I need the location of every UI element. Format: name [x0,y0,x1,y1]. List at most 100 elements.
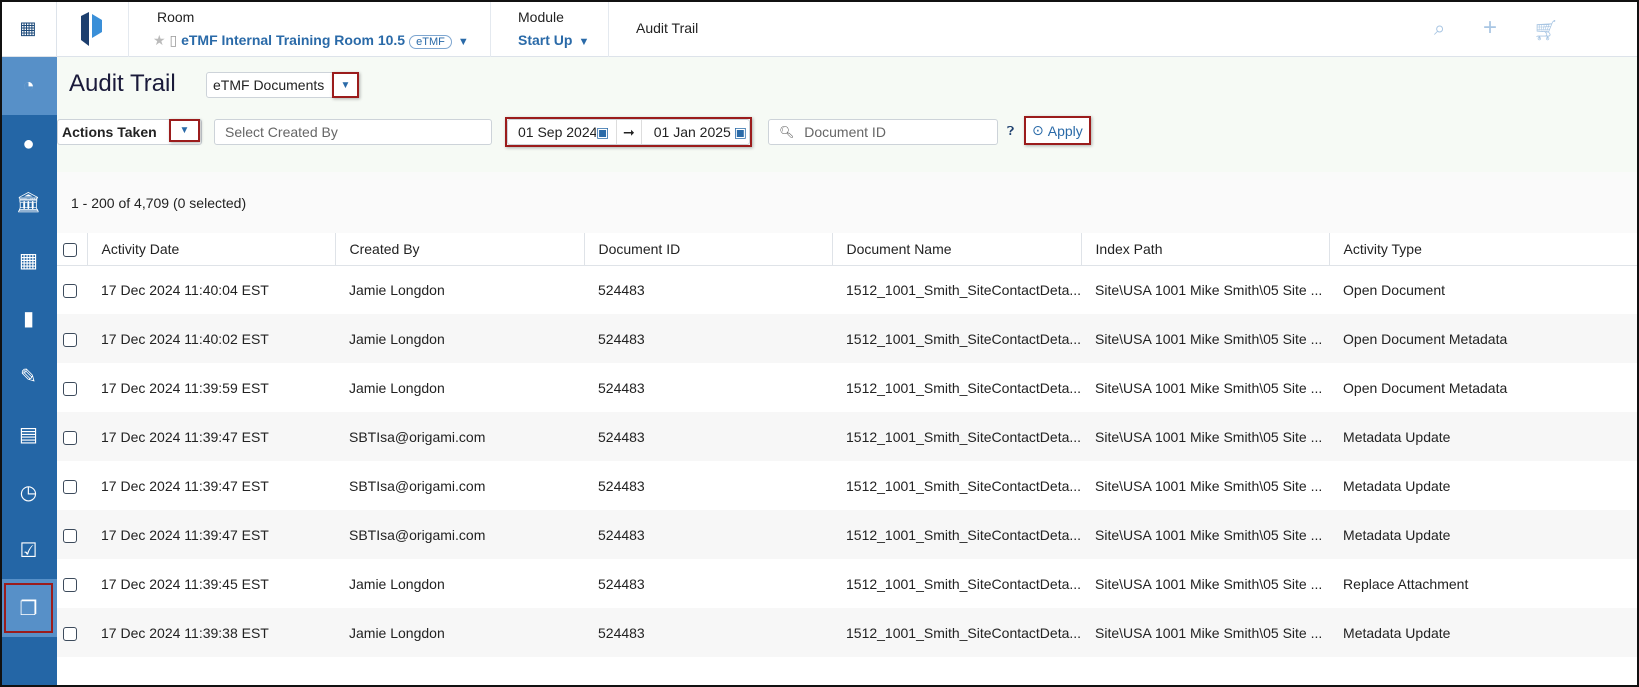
help-icon[interactable]: ❓︎ [1007,124,1015,138]
row-select-cell [57,510,87,559]
date-from-calendar-icon[interactable]: ▣ [596,123,610,140]
table-row[interactable]: 17 Dec 2024 11:40:02 EST Jamie Longdon 524… [57,314,1639,363]
actions-value: Actions Taken [62,124,157,140]
institution-icon: 🏛︎ [15,191,42,214]
row-checkbox[interactable] [63,332,77,347]
table-cell: 17 Dec 2024 11:39:47 EST [87,510,335,559]
sidebar-item-documents[interactable]: ▮ [0,289,57,347]
sidebar-item-audit-trail[interactable]: ❐ [0,579,57,637]
search-icon[interactable]: ⌕ [1434,18,1446,40]
table-cell: Open Document [1343,281,1445,298]
caret-down-icon: ▼ [457,36,469,48]
table-cell: Jamie Longdon [349,281,445,298]
table-cell: 17 Dec 2024 11:40:02 EST [87,314,335,363]
copy-documents-icon: ❐ [19,597,38,620]
table-row[interactable]: 17 Dec 2024 11:39:45 EST Jamie Longdon 524… [57,559,1639,608]
row-checkbox[interactable] [63,577,77,592]
table-cell: Site\USA 1001 Mike Smith\05 Site ... [1081,412,1330,461]
clock-icon: ◷ [19,481,38,504]
apps-grid-icon[interactable]: ▦ [0,0,57,57]
apply-label: Apply [1047,122,1083,139]
sidebar-item-edit[interactable]: ✎ [0,347,57,405]
table-cell: Site\USA 1001 Mike Smith\05 Site ... [1095,281,1323,298]
table-cell: 524483 [584,608,832,657]
row-select-cell [57,461,87,510]
table-row[interactable]: 17 Dec 2024 11:39:38 EST Jamie Longdon 524… [57,608,1639,657]
table-cell: 1512_1001_Smith_SiteContactDeta... [846,281,1082,298]
table-cell: Metadata Update [1329,608,1639,657]
row-select-cell [57,363,87,412]
date-to-calendar-icon[interactable]: ▣ [733,123,747,140]
column-header[interactable]: Activity Date [86,233,335,266]
table-cell: 1512_1001_Smith_SiteContactDeta... [846,379,1082,396]
audit-table: Activity Date Created By Document ID Docume… [57,233,1639,657]
created-by-input[interactable]: Select Created By [214,119,492,145]
table-cell: Site\USA 1001 Mike Smith\05 Site ... [1095,477,1323,494]
document-id-input[interactable]: 🔍︎ Document ID [768,119,998,145]
table-cell: SBTIsa@origami.com [335,510,584,559]
module-selector[interactable]: Start Up ▼ [518,32,589,48]
breadcrumb-current: Audit Trail [608,0,808,57]
table-row[interactable]: 17 Dec 2024 11:39:47 EST SBTIsa@origami.c… [57,461,1639,510]
date-to-input[interactable]: 01 Jan 2025 [653,124,731,140]
table-cell: 17 Dec 2024 11:40:04 EST [101,281,269,298]
table-cell: Metadata Update [1329,510,1639,559]
column-header[interactable]: Document Name [831,233,1082,266]
search-icon: 🔍︎ [779,125,795,139]
room-name: eTMF Internal Training Room 10.5 [181,32,406,48]
row-checkbox[interactable] [63,528,77,543]
column-header[interactable]: Created By [334,233,584,266]
actions-dropdown-toggle[interactable]: ▼ [169,119,200,142]
column-header[interactable]: Activity Type [1328,233,1639,266]
created-by-placeholder: Select Created By [225,124,338,140]
row-checkbox[interactable] [63,381,77,396]
module-label: Module [518,9,564,25]
table-row[interactable]: 17 Dec 2024 11:39:47 EST SBTIsa@origami.c… [57,412,1639,461]
arrow-right-icon: ➞ [616,120,642,144]
globe-icon: ● [22,132,35,155]
sidebar-item-institution[interactable]: 🏛︎ [0,173,57,231]
table-cell: 1512_1001_Smith_SiteContactDeta... [832,314,1082,363]
sidebar-item-history[interactable]: ◷ [0,463,57,521]
sidebar-item-tasks[interactable]: ☑ [0,521,57,579]
table-cell: 524483 [584,412,832,461]
row-checkbox[interactable] [63,479,77,494]
table-cell: 524483 [598,379,645,396]
table-row[interactable]: 17 Dec 2024 11:39:47 EST SBTIsa@origami.c… [57,510,1639,559]
room-label: Room [157,9,195,25]
logo [81,12,102,46]
star-icon[interactable]: ★ [153,32,166,48]
table-cell: 524483 [584,510,832,559]
date-range-highlight [505,117,752,147]
room-selector[interactable]: ★ ▯ eTMF Internal Training Room 10.5 eTMF… [153,32,469,49]
sidebar-item-globe[interactable]: ● [0,115,57,173]
sidebar-item-dashboard[interactable]: ◔ [0,57,57,115]
row-checkbox[interactable] [63,283,77,298]
page-title: Audit Trail [69,70,176,97]
select-all-checkbox[interactable] [63,242,77,257]
table-cell: Jamie Longdon [335,314,584,363]
table-cell: SBTIsa@origami.com [349,477,486,494]
plus-icon[interactable]: + [1483,14,1498,41]
doc-type-dropdown-toggle[interactable]: ▼ [332,72,359,98]
apply-button[interactable]: ⊙ Apply [1024,116,1091,145]
row-checkbox[interactable] [63,430,77,445]
sidebar-item-contacts[interactable]: ▤ [0,405,57,463]
table-row[interactable]: 17 Dec 2024 11:39:59 EST Jamie Longdon 524… [57,363,1639,412]
date-from-input[interactable]: 01 Sep 2024 [518,124,596,140]
table-cell: 17 Dec 2024 11:39:47 EST [101,477,269,494]
table-cell: 1512_1001_Smith_SiteContactDeta... [832,412,1082,461]
column-header[interactable]: Document ID [583,233,832,266]
table-cell: Open Document Metadata [1329,314,1639,363]
row-checkbox[interactable] [63,626,77,641]
table-cell: Replace Attachment [1343,575,1469,592]
contact-card-icon: ▤ [19,423,38,446]
cart-icon[interactable]: 🛒︎ [1533,20,1559,42]
document-icon: ▮ [22,307,34,330]
sidebar-item-hospital[interactable]: ▦ [0,231,57,289]
column-header[interactable]: Index Path [1080,233,1330,266]
table-cell: 17 Dec 2024 11:39:38 EST [87,608,335,657]
table-row[interactable]: 17 Dec 2024 11:40:04 EST Jamie Longdon 524… [57,265,1639,314]
table-cell: Jamie Longdon [335,608,584,657]
breadcrumb-module: Module Start Up ▼ [490,0,608,57]
